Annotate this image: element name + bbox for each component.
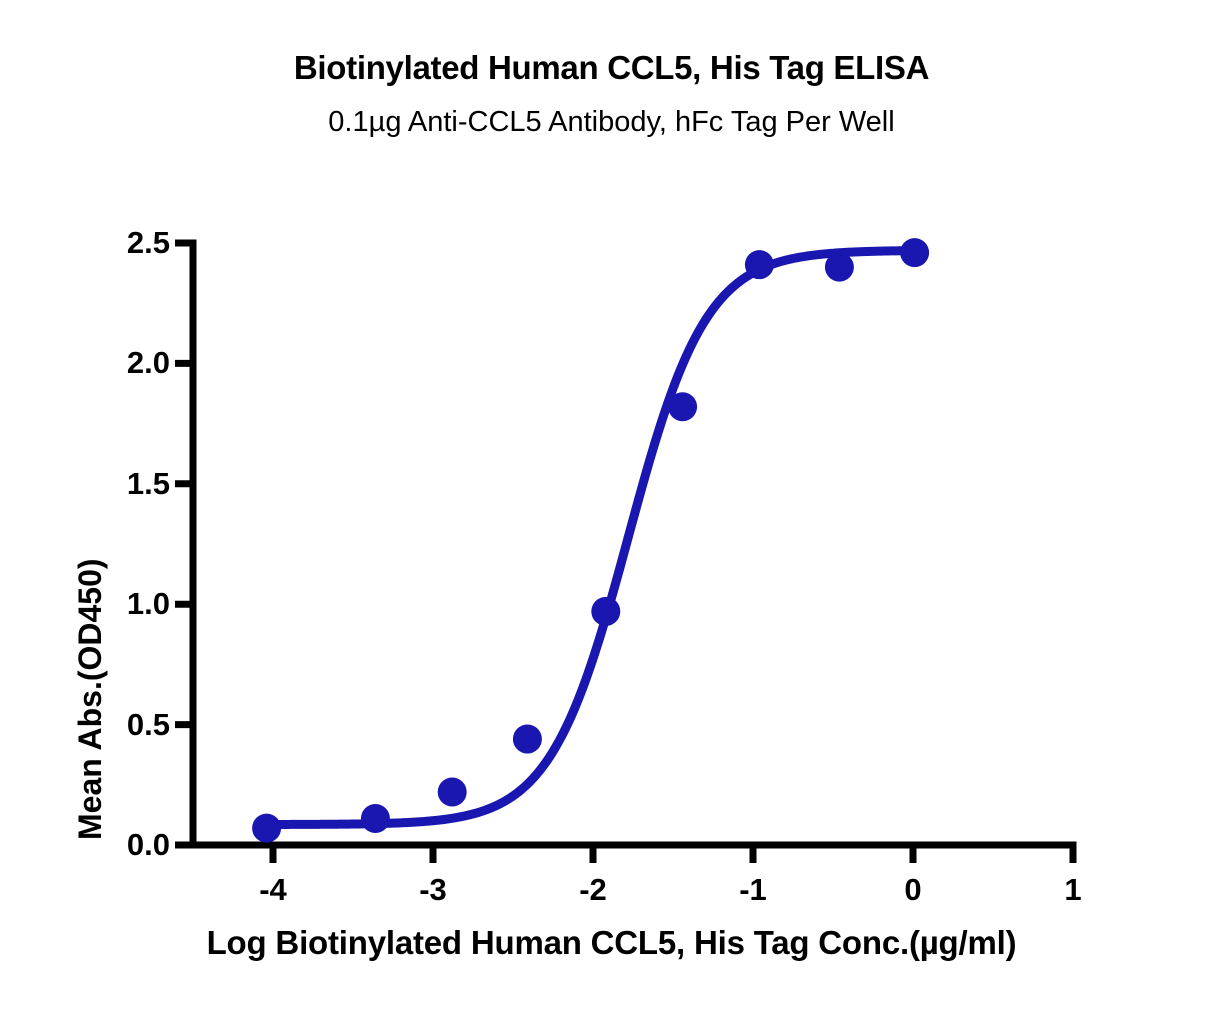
x-tick-label-2: -2: [579, 872, 607, 907]
y-tick-label-3: 1.5: [126, 465, 170, 501]
x-axis-ticks: [269, 845, 1077, 863]
axes-group: [175, 239, 1077, 863]
data-point: [437, 777, 467, 807]
chart-subtitle: 0.1µg Anti-CCL5 Antibody, hFc Tag Per We…: [328, 106, 895, 138]
x-tick-label-4: 0: [904, 872, 922, 907]
y-tick-label-2: 1.0: [126, 586, 170, 622]
data-point: [900, 238, 930, 268]
x-axis-title: Log Biotinylated Human CCL5, His Tag Con…: [206, 924, 1017, 961]
data-point: [512, 724, 542, 754]
data-point: [824, 252, 854, 282]
y-axis-ticks: [175, 239, 193, 849]
data-point-markers: [252, 238, 930, 843]
y-tick-label-4: 2.0: [126, 345, 170, 381]
data-point: [744, 250, 774, 280]
y-tick-label-1: 0.5: [126, 706, 170, 742]
data-point: [360, 804, 390, 834]
data-point: [591, 596, 621, 626]
x-tick-label-0: -4: [259, 872, 287, 907]
data-point: [252, 813, 282, 843]
data-group: [252, 238, 930, 843]
x-tick-label-3: -1: [739, 872, 767, 907]
x-tick-label-1: -3: [419, 872, 447, 907]
y-tick-label-0: 0.0: [126, 827, 170, 862]
x-tick-label-5: 1: [1064, 872, 1082, 907]
data-point: [668, 392, 698, 422]
y-tick-label-5: 2.5: [126, 225, 170, 260]
sigmoid-fit-curve: [262, 246, 920, 829]
chart-title: Biotinylated Human CCL5, His Tag ELISA: [293, 49, 930, 86]
